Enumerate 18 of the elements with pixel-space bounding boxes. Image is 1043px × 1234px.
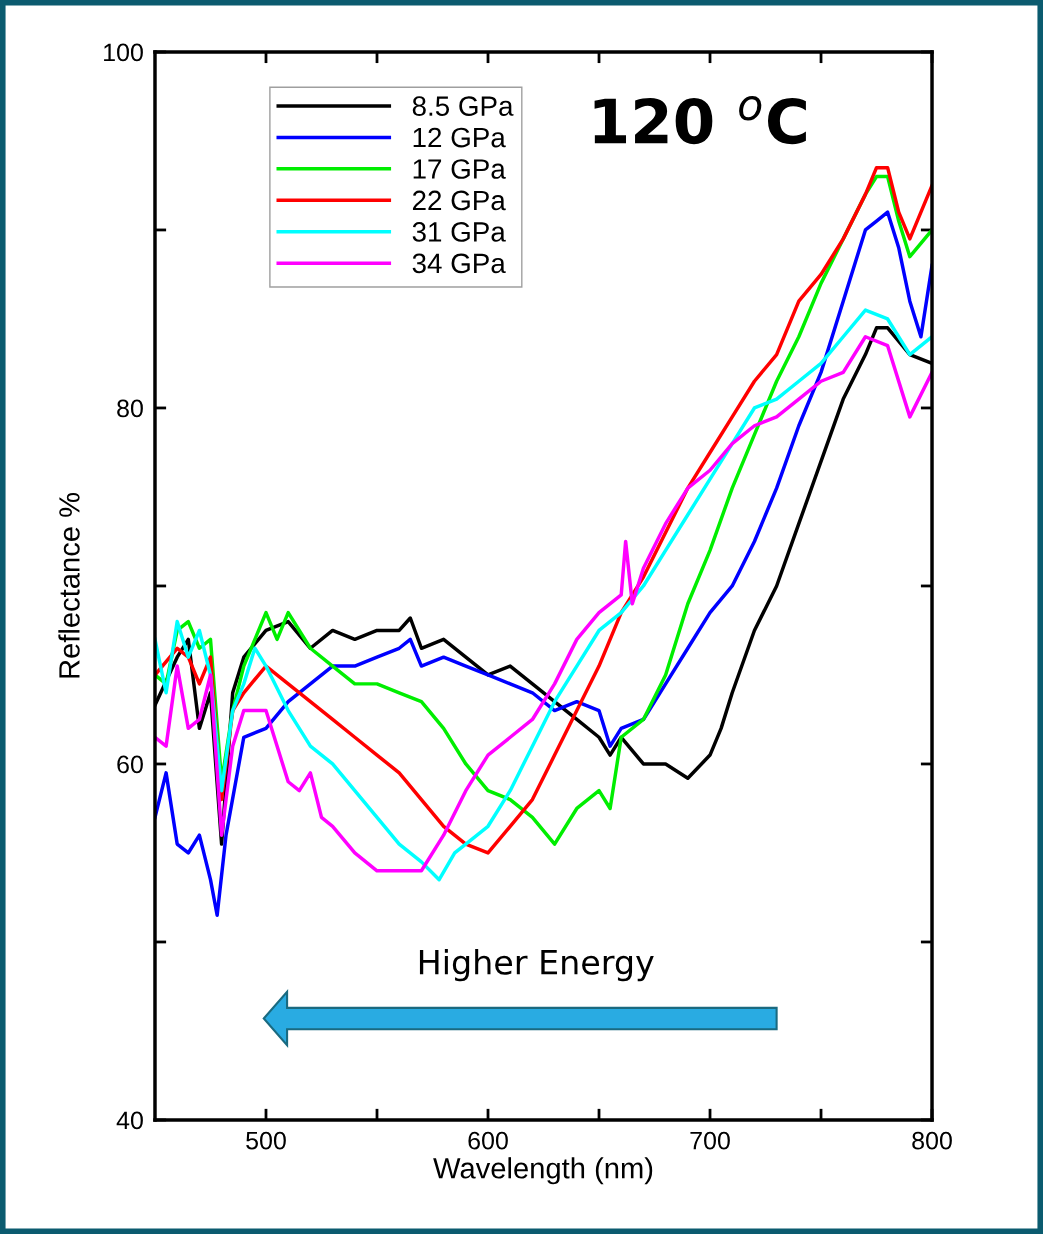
x-tick-label: 800: [912, 1131, 952, 1150]
y-tick-label: 60: [117, 755, 143, 774]
y-tick-label: 40: [116, 1111, 143, 1130]
x-tick-label: 500: [246, 1131, 286, 1150]
x-axis-title: Wavelength (nm): [433, 1157, 653, 1185]
y-tick-label: 80: [117, 399, 143, 418]
legend-label: 12 GPa: [413, 127, 506, 148]
legend-label: 22 GPa: [412, 190, 506, 211]
annotation: 120 $^{o}$C: [594, 95, 806, 145]
x-tick-label: 600: [468, 1131, 508, 1150]
legend-label: 31 GPa: [412, 222, 506, 242]
x-tick-label: 700: [690, 1131, 730, 1150]
y-tick-label: 100: [104, 43, 143, 62]
annotation: Higher Energy: [419, 948, 654, 982]
legend-label: 34 GPa: [412, 253, 506, 274]
y-axis-title: Reflectance %: [58, 492, 80, 678]
legend-label: 17 GPa: [413, 159, 506, 179]
legend-label: 8.5 GPa: [412, 96, 514, 116]
